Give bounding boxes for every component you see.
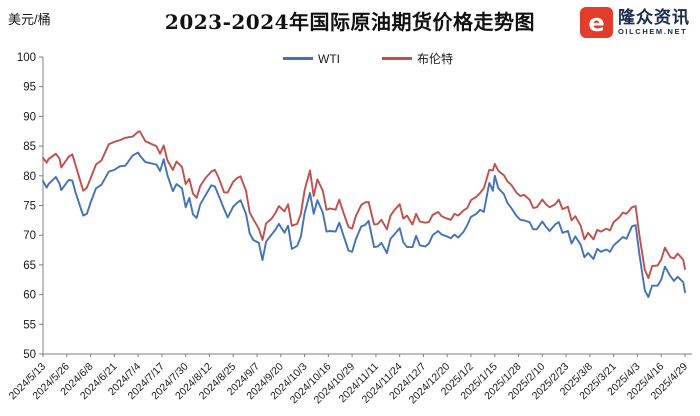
oilchem-logo: e 隆众资讯 OILCHEM.NET [580, 7, 690, 38]
brent-price-line [42, 130, 686, 279]
page-title: 2023-2024年国际原油期货价格走势图 [164, 10, 536, 34]
y-tick-label: 55 [23, 319, 36, 331]
price-lines [42, 130, 686, 298]
y-tick-label: 75 [23, 201, 36, 213]
y-tick-label: 70 [23, 230, 36, 242]
legend-label-brent: 布伦特 [416, 52, 454, 66]
y-axis-unit-label: 美元/桶 [8, 12, 51, 27]
legend-label-wti: WTI [317, 51, 340, 66]
y-tick-label: 60 [23, 290, 36, 302]
y-tick-label: 95 [23, 82, 36, 94]
legend-item-wti: WTI [282, 51, 340, 66]
y-tick-label: 65 [23, 260, 36, 272]
y-tick-label: 80 [23, 171, 36, 183]
brand-name-cn: 隆众资讯 [618, 8, 690, 28]
oilchem-logo-icon: e [580, 7, 613, 38]
oilchem-logo-text: 隆众资讯 OILCHEM.NET [618, 9, 690, 36]
wti-price-line [42, 151, 686, 298]
brand-name-en: OILCHEM.NET [618, 27, 688, 37]
y-tick-label: 85 [23, 141, 36, 153]
x-axis-ticks: 2024/5/132024/5/262024/6/82024/6/212024/… [7, 354, 690, 406]
chart-legend: WTI 布伦特 [282, 50, 454, 67]
wti-line-swatch [282, 57, 313, 60]
y-tick-label: 50 [23, 349, 36, 361]
y-tick-label: 90 [23, 111, 36, 123]
chart-axes [42, 57, 692, 355]
y-axis-ticks: 50 55 60 65 70 75 80 85 90 95 100 [17, 52, 43, 361]
y-tick-label: 100 [17, 52, 36, 64]
brent-line-swatch [381, 57, 412, 60]
legend-item-brent: 布伦特 [381, 50, 454, 67]
